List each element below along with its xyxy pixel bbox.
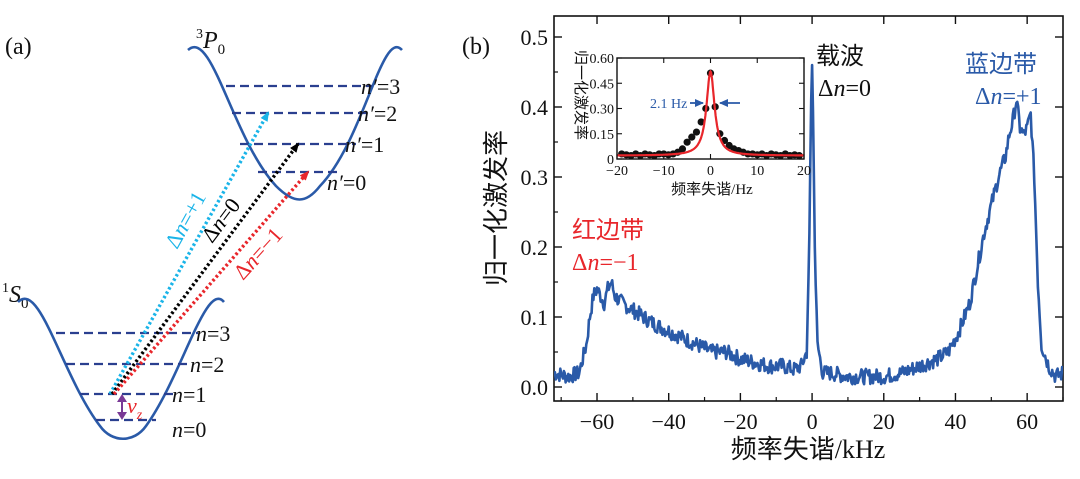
main-ytick-label: 0.0 [521,375,549,400]
inset-ylabel: 归一化激发率 [572,50,589,140]
trap-frequency-arrowhead-down [117,412,127,420]
main-ticks [554,16,1064,401]
upper-levels [226,84,372,174]
red-sideband-formula: Δn=−1 [572,250,639,276]
trap-frequency-label: νz [127,393,143,423]
lower-state-sub: 0 [21,296,29,312]
main-ytick-label: 0.2 [521,235,549,260]
main-ylabel: 归一化激发率 [482,130,511,286]
lower-state-sup: 1 [2,281,9,296]
main-ytick-label: 0.5 [521,25,549,50]
inset-ytick-label: 0.45 [590,77,615,92]
inset-tick-labels: −20 −10 0 10 20 0 0.15 0.30 0.45 0.60 [590,52,812,179]
main-xtick-label: −20 [723,409,757,434]
upper-level-label-1: n′=1 [345,132,384,157]
upper-level-label-2: n′=2 [358,101,397,126]
upper-level-label-0: n′=0 [327,170,366,195]
main-xtick-label: −40 [651,409,685,434]
main-xtick-label: 20 [873,409,895,434]
carrier-title: 载波 [816,43,864,70]
lower-state-label: 1S0 [2,281,29,312]
inset-xtick-label: −20 [606,164,628,179]
lower-potential-well [17,297,226,441]
inset-fit-curve [617,69,804,157]
lower-level-label-0: n=0 [172,417,206,442]
panel-a-label: (a) [5,34,32,60]
main-ytick-label: 0.4 [521,95,549,120]
main-xtick-label: 40 [944,409,966,434]
panel-a: (a) 3P0 1S0 n′=3 n′=2 n′=1 n′=0 [2,27,403,442]
upper-level-labels: n′=3 n′=2 n′=1 n′=0 [327,74,400,195]
trap-frequency-arrowhead-up [117,394,127,402]
main-tick-labels: −60 −40 −20 0 20 40 600.00.10.20.30.40.5 [521,25,1039,434]
main-ytick-label: 0.1 [521,305,549,330]
inset-xtick-label: 20 [797,164,811,179]
red-sideband-title: 红边带 [572,217,644,244]
inset-xtick-label: −10 [653,164,675,179]
lower-level-labels: n=3 n=2 n=1 n=0 [172,321,230,442]
inset-xlabel: 频率失谐/Hz [671,181,753,198]
transition-arrow-carrier [110,142,300,396]
panel-b-label: (b) [462,34,490,60]
upper-level-label-3: n′=3 [361,74,400,99]
inset-data-point [683,138,691,146]
transition-arrow-red [112,170,310,396]
inset-data-point [697,118,705,126]
upper-state-label: 3P0 [196,27,225,58]
inset-data-point [692,128,701,136]
inset-xtick-label: 10 [750,164,764,179]
transition-label-blue: Δn=+1 [160,187,211,252]
spectrum-line [554,63,1063,386]
inset-frame [616,57,805,160]
main-plot-frame [553,15,1064,402]
inset-ytick-label: 0 [607,153,614,168]
upper-state-sup: 3 [196,27,203,42]
main-xtick-label: −60 [580,409,614,434]
panel-b: (b) −60 −40 −20 0 20 40 600.00.10.20.30.40.5 频… [462,15,1064,464]
main-xlabel: 频率失谐/kHz [731,435,886,464]
inset-xtick-label: 0 [707,164,714,179]
main-xtick-label: 0 [807,409,818,434]
inset-ytick-label: 0.15 [590,128,615,143]
blue-sideband-formula: Δn=+1 [975,84,1042,110]
upper-state-sub: 0 [218,42,226,58]
inset-data-point [678,145,687,153]
main-ytick-label: 0.3 [521,165,549,190]
lower-level-label-1: n=1 [172,382,206,407]
inset-linewidth-label: 2.1 Hz [650,97,687,112]
upper-state-letter: P [202,28,218,54]
lower-levels [56,331,198,422]
upper-potential-well [187,46,403,201]
inset-ytick-label: 0.30 [590,103,615,118]
transition-arrow-blue [108,111,270,395]
blue-sideband-title: 蓝边带 [965,51,1037,78]
inset-data-point [688,133,696,141]
inset-ytick-label: 0.60 [590,52,615,67]
carrier-formula: Δn=0 [818,76,871,102]
main-xtick-label: 60 [1016,409,1038,434]
lower-state-letter: S [9,282,21,308]
lower-level-label-3: n=3 [196,321,230,346]
lower-level-label-2: n=2 [190,352,224,377]
